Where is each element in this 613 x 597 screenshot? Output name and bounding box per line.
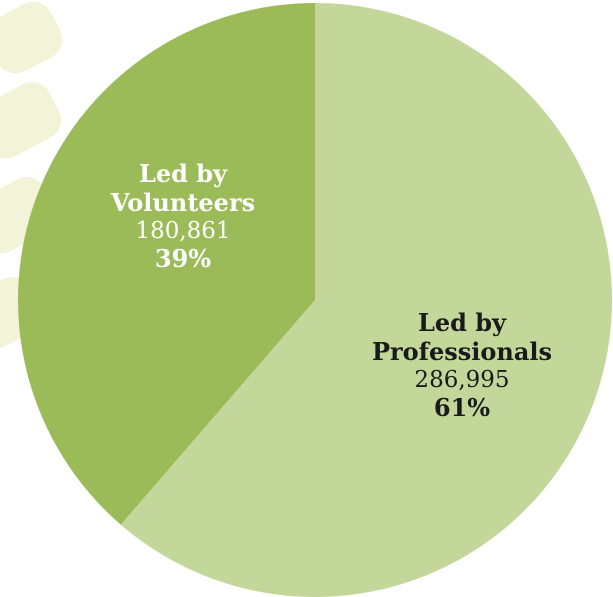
slice-label-professionals-line1: Led by [417, 308, 507, 337]
pie-slice-professionals [120, 3, 613, 597]
slice-label-volunteers: Led by Volunteers 180,861 39% [110, 159, 256, 274]
slice-percent-professionals: 61% [433, 393, 491, 423]
slice-label-professionals-line2: Professionals [371, 336, 553, 366]
slice-label-volunteers-line2: Volunteers [110, 187, 256, 217]
slice-label-professionals: Led by Professionals 286,995 61% [371, 308, 553, 423]
slice-value-volunteers: 180,861 [135, 217, 231, 244]
pie-slices [18, 3, 613, 597]
watermark-stroke-0 [0, 1, 63, 74]
watermark-stroke-1 [0, 82, 62, 159]
slice-label-volunteers-line1: Led by [138, 159, 228, 188]
slice-percent-volunteers: 39% [154, 244, 212, 274]
pie-slice-volunteers [18, 3, 316, 525]
slice-value-professionals: 286,995 [414, 366, 510, 393]
